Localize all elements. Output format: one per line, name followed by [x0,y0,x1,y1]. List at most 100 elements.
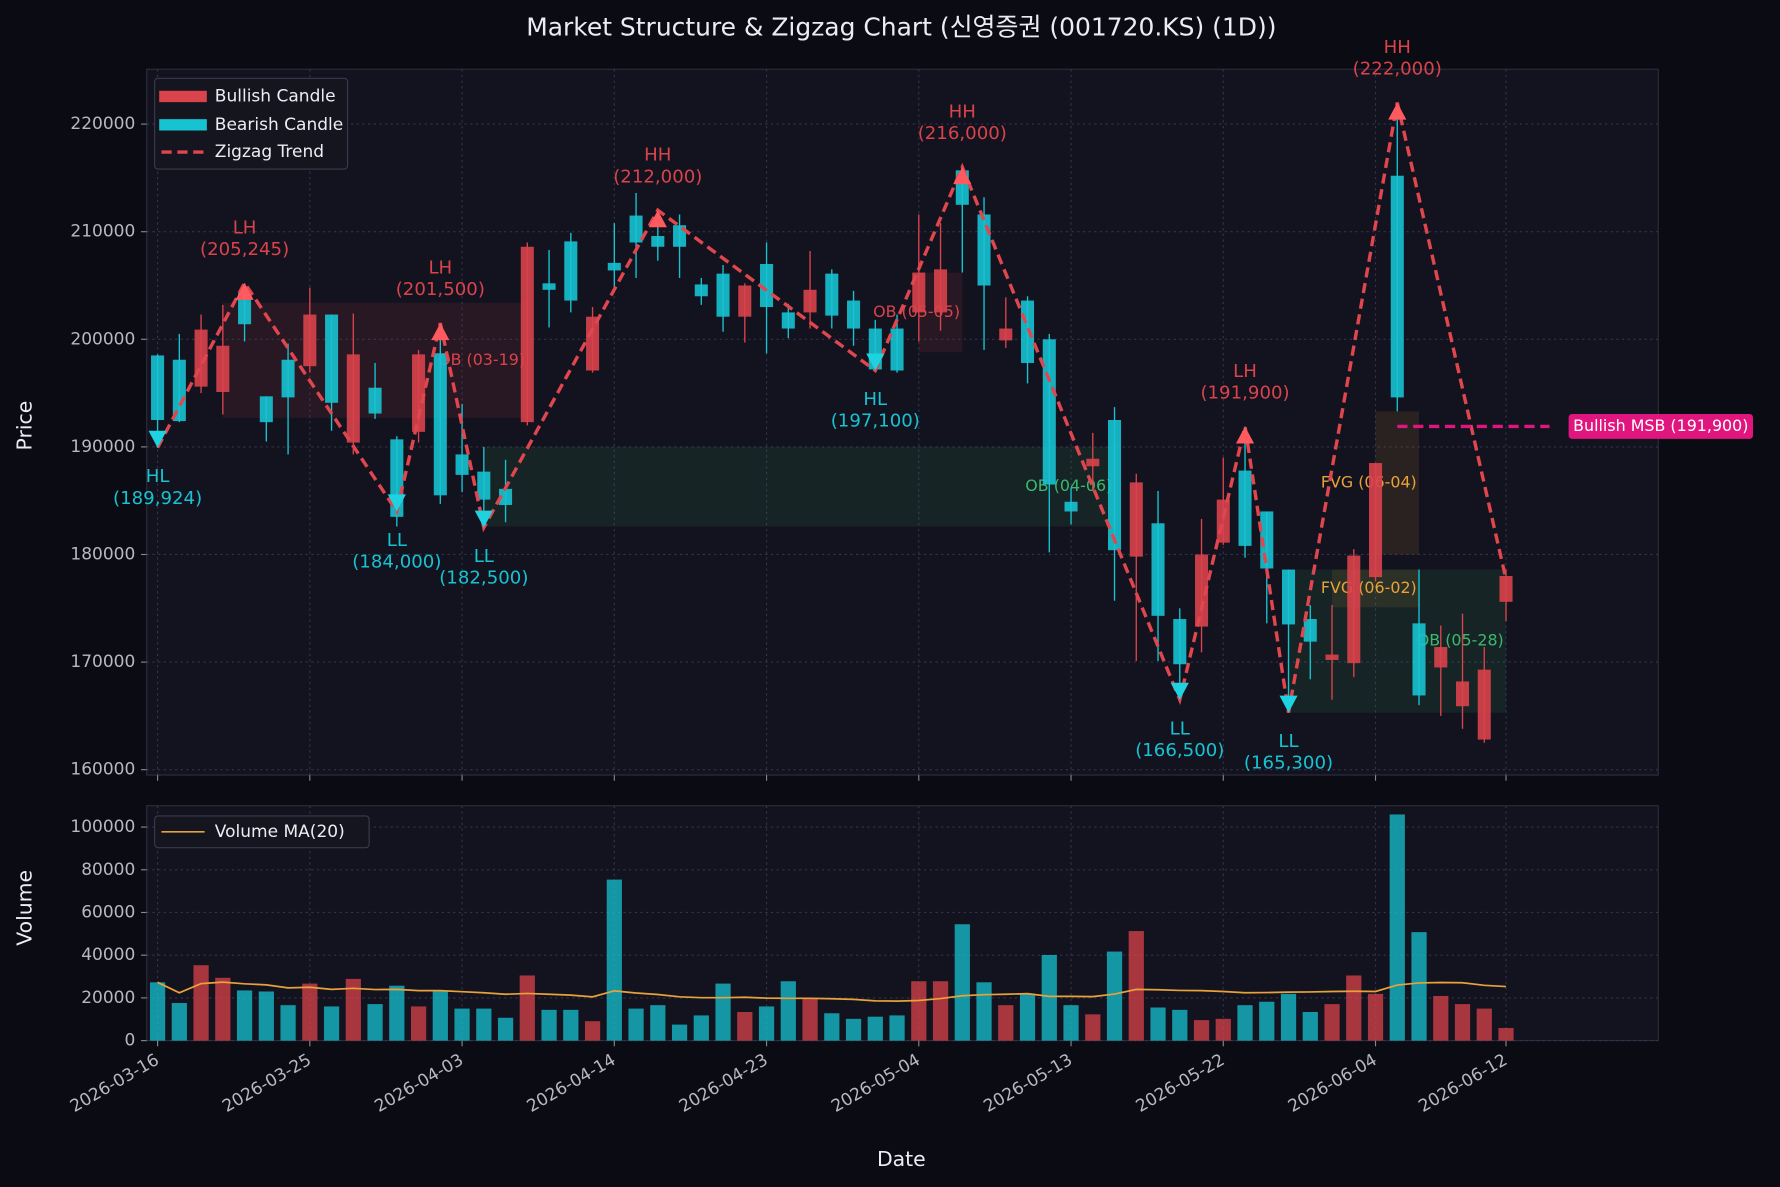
volume-bar [628,1008,644,1041]
candle-body [716,273,730,317]
zone-label: OB (05-28) [1417,631,1504,650]
candle-body [1390,175,1404,398]
candle-body [477,471,491,500]
swing-label: HH [644,145,671,166]
swing-label: HH [949,102,976,123]
y-tick-label: 80000 [81,860,135,880]
volume-bar [1128,931,1144,1041]
volume-bar [1041,954,1057,1041]
volume-bar [802,998,818,1041]
candle-body [172,359,186,422]
candle-body [325,314,339,403]
volume-bar [1346,975,1362,1041]
volume-bar [476,1008,492,1041]
y-tick-label: 210000 [70,222,135,242]
zone-label: FVG (06-04) [1321,472,1417,491]
volume-bar [1237,1005,1253,1041]
candle-body [803,289,817,313]
volume-bar [998,1005,1014,1041]
volume-bar [976,982,992,1041]
volume-bar [1085,1014,1101,1041]
swing-value-label: (165,300) [1244,753,1333,774]
volume-bar [149,982,166,1041]
volume-bar [1498,1028,1514,1041]
swing-value-label: (182,500) [439,568,528,589]
candle-body [238,293,252,325]
volume-bar [497,1017,514,1041]
swing-marker [148,430,167,448]
volume-bar [345,978,361,1041]
msb-label: Bullish MSB (191,900) [1573,416,1748,435]
candle-body [346,354,360,443]
candle-body [586,316,600,371]
volume-bar [1259,1001,1275,1041]
candle-body [542,283,556,290]
candle-body [825,273,839,316]
zone-label: FVG (06-02) [1321,578,1417,597]
volume-bar [215,977,231,1041]
legend-label: Bearish Candle [215,115,343,135]
volume-bar [1411,932,1427,1041]
zone [483,446,1115,527]
swing-value-label: (191,900) [1200,383,1289,404]
swing-marker [953,167,972,185]
volume-bar [1433,995,1449,1041]
candle-body [738,285,752,317]
volume-bar [389,985,405,1041]
chart-title: Market Structure & Zigzag Chart (신영증권 (0… [526,12,1276,41]
swing-label: LH [428,258,452,279]
volume-bar [932,981,949,1041]
volume-bar [889,1015,905,1041]
swing-marker [431,323,450,341]
y-tick-label: 190000 [70,437,135,457]
zone [1375,411,1420,555]
zigzag-line [156,102,1508,713]
volume-bar [1476,1008,1492,1041]
volume-bar [410,1006,427,1041]
swing-label: LL [474,546,495,567]
legend-label: Zigzag Trend [215,142,324,162]
candle-body [564,241,578,301]
candle-body [1368,463,1383,578]
swing-marker [1388,102,1407,120]
candle-body [281,359,295,398]
y-tick-label: 200000 [70,329,135,349]
candle-body [760,263,774,308]
candle-body [1477,669,1491,740]
zone-label: OB (03-19) [438,350,525,369]
candle-body [1434,647,1448,668]
candle-body [520,246,534,423]
candle-body [455,454,469,475]
candle-body [1455,681,1470,707]
volume-bar [715,983,731,1041]
y-tick-label: 170000 [70,652,135,672]
candle-body [1064,501,1078,512]
volume-bar [454,1008,470,1041]
candle-body [1303,619,1317,642]
candle-body [1216,499,1230,543]
volume-bar [1215,1018,1231,1041]
legend-box [154,815,370,849]
volume-bar [1302,1011,1318,1041]
candle-body [1325,654,1339,660]
candle-body [1129,482,1143,557]
legend-swatch [159,119,207,131]
zone [1288,569,1507,713]
y-tick-label: 160000 [70,760,135,780]
y-axis-label: Price [12,401,36,451]
legend-label: Volume MA(20) [215,822,345,842]
candle-body [151,355,165,420]
candle-body [499,488,513,505]
swing-label: HL [863,389,888,410]
swing-value-label: (222,000) [1353,59,1442,80]
volume-bar [650,1005,666,1041]
legend-swatch [159,90,207,103]
swing-value-label: (189,924) [113,488,202,509]
y-tick-label: 0 [125,1031,136,1051]
volume-bar [671,1024,688,1041]
candle-body [607,262,621,271]
swing-marker [648,210,667,228]
candle-body [1108,419,1122,551]
volume-bar [1063,1005,1079,1041]
swing-marker [387,494,406,512]
